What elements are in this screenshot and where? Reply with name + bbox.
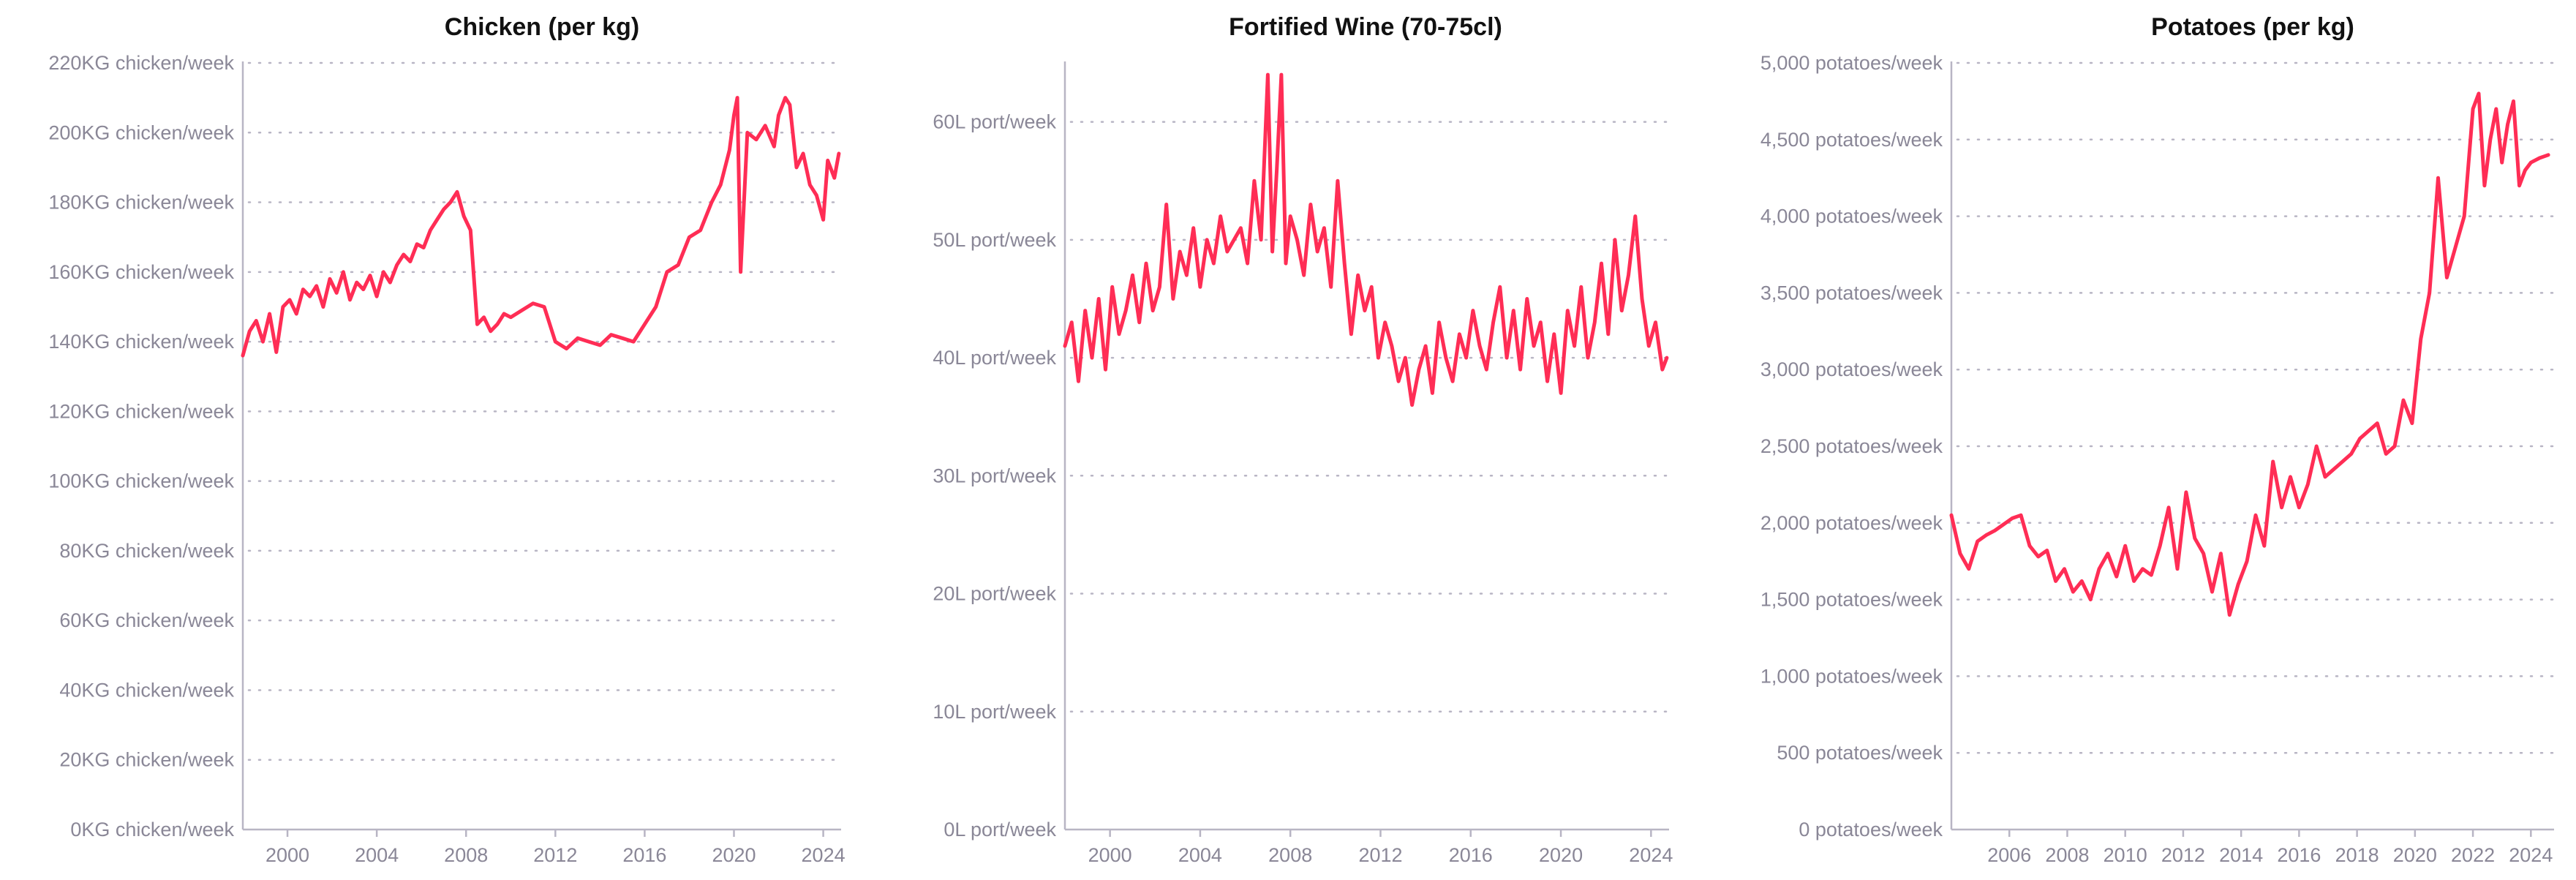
chart-title: Chicken (per kg) [445, 13, 639, 41]
x-tick-label: 2012 [2161, 844, 2205, 866]
y-tick-label: 100KG chicken/week [48, 470, 234, 492]
y-tick-label: 0 potatoes/week [1799, 819, 1943, 840]
y-tick-label: 500 potatoes/week [1777, 742, 1943, 764]
y-tick-label: 3,000 potatoes/week [1760, 358, 1943, 380]
x-tick-label: 2012 [533, 844, 577, 866]
y-tick-label: 180KG chicken/week [48, 192, 234, 214]
y-tick-label: 120KG chicken/week [48, 400, 234, 422]
y-tick-label: 50L port/week [933, 229, 1056, 251]
y-tick-label: 4,500 potatoes/week [1760, 129, 1943, 151]
x-tick-label: 2010 [2104, 844, 2147, 866]
y-tick-label: 140KG chicken/week [48, 331, 234, 353]
x-tick-label: 2012 [1358, 844, 1402, 866]
y-tick-label: 2,500 potatoes/week [1760, 435, 1943, 457]
x-tick-label: 2008 [444, 844, 488, 866]
y-tick-label: 30L port/week [933, 465, 1056, 486]
y-tick-label: 200KG chicken/week [48, 121, 234, 143]
y-tick-label: 40L port/week [933, 347, 1056, 369]
x-tick-label: 2020 [2393, 844, 2437, 866]
y-tick-label: 2,000 potatoes/week [1760, 512, 1943, 534]
x-tick-label: 2024 [1629, 844, 1673, 866]
potatoes-chart: Potatoes (per kg) 0 potatoes/week 500 pota… [1760, 13, 2556, 866]
y-tick-label: 40KG chicken/week [59, 679, 234, 701]
x-tick-label: 2020 [712, 844, 756, 866]
y-tick-label: 1,500 potatoes/week [1760, 589, 1943, 611]
y-tick-label: 160KG chicken/week [48, 261, 234, 283]
x-tick-label: 2018 [2335, 844, 2379, 866]
x-tick-label: 2022 [2451, 844, 2495, 866]
y-tick-label: 4,000 potatoes/week [1760, 206, 1943, 227]
chicken-chart: Chicken (per kg) 0KG chicken/week 20KG chi… [48, 13, 845, 866]
series-line [1063, 72, 1669, 407]
chart-title: Potatoes (per kg) [2151, 13, 2354, 41]
x-tick-label: 2014 [2219, 844, 2263, 866]
x-tick-label: 2016 [2277, 844, 2321, 866]
y-tick-label: 3,500 potatoes/week [1760, 282, 1943, 304]
y-tick-label: 20KG chicken/week [59, 749, 234, 771]
y-tick-label: 0KG chicken/week [70, 819, 234, 840]
y-tick-label: 5,000 potatoes/week [1760, 52, 1943, 74]
y-tick-label: 60KG chicken/week [59, 609, 234, 631]
x-tick-label: 2004 [355, 844, 399, 866]
y-tick-label: 1,000 potatoes/week [1760, 665, 1943, 687]
x-tick-label: 2024 [802, 844, 846, 866]
x-tick-label: 2006 [1987, 844, 2031, 866]
x-tick-label: 2016 [622, 844, 666, 866]
chart-title: Fortified Wine (70-75cl) [1229, 13, 1502, 41]
x-tick-label: 2024 [2509, 844, 2553, 866]
y-tick-label: 220KG chicken/week [48, 52, 234, 74]
series-line [241, 96, 841, 358]
x-tick-label: 2008 [1268, 844, 1312, 866]
series-line [1949, 91, 2550, 617]
y-tick-label: 60L port/week [933, 111, 1056, 133]
x-tick-label: 2016 [1449, 844, 1493, 866]
x-tick-label: 2020 [1539, 844, 1583, 866]
x-tick-label: 2000 [1088, 844, 1132, 866]
y-tick-label: 20L port/week [933, 583, 1056, 605]
fortified-wine-chart: Fortified Wine (70-75cl) 0L port/week 10L … [933, 13, 1673, 866]
y-tick-label: 0L port/week [944, 819, 1056, 840]
x-tick-label: 2004 [1178, 844, 1222, 866]
x-tick-label: 2008 [2045, 844, 2089, 866]
x-tick-label: 2000 [265, 844, 309, 866]
y-tick-label: 80KG chicken/week [59, 540, 234, 562]
y-tick-label: 10L port/week [933, 701, 1056, 723]
